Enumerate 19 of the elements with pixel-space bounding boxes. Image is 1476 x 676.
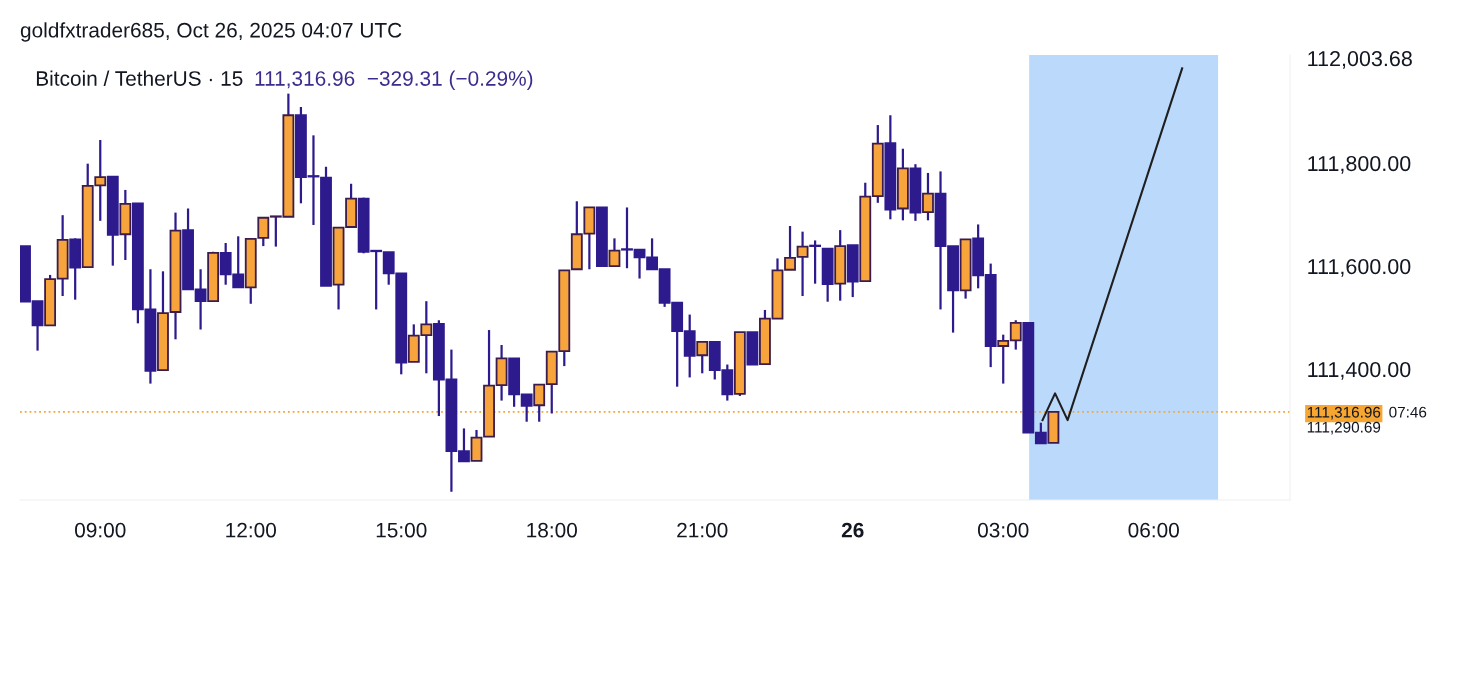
y-tick-label: 111,400.00 [1308, 361, 1411, 380]
x-tick-label: 18:00 [527, 522, 577, 538]
y-tick-label: 112,003.68 [1308, 51, 1412, 69]
candlestick [809, 239, 822, 285]
y-tick-label: 111,316.96 [1307, 406, 1381, 420]
x-tick-label: 03:00 [977, 522, 1029, 538]
x-tick-label: 06:00 [1128, 522, 1179, 538]
x-tick-label: 21:00 [677, 522, 728, 538]
x-tick-label: 12:00 [226, 522, 277, 538]
text: 111,316.96 −329.31 (−0.29%) [255, 70, 533, 90]
y-tick-label: 111,800.00 [1308, 155, 1411, 174]
text: Bitcoin / TetherUS · 15 [36, 70, 243, 86]
x-tick-label: 15:00 [376, 522, 427, 538]
y-tick-label: 111,600.00 [1308, 258, 1411, 277]
text: 07:46 [1389, 406, 1427, 418]
x-tick-label: 09:00 [75, 522, 126, 538]
y-tick-label: 111,290.69 [1307, 421, 1381, 435]
x-tick-label: 26 [841, 522, 864, 538]
text: goldfxtrader685, Oct 26, 2025 04:07 UTC [20, 22, 402, 42]
